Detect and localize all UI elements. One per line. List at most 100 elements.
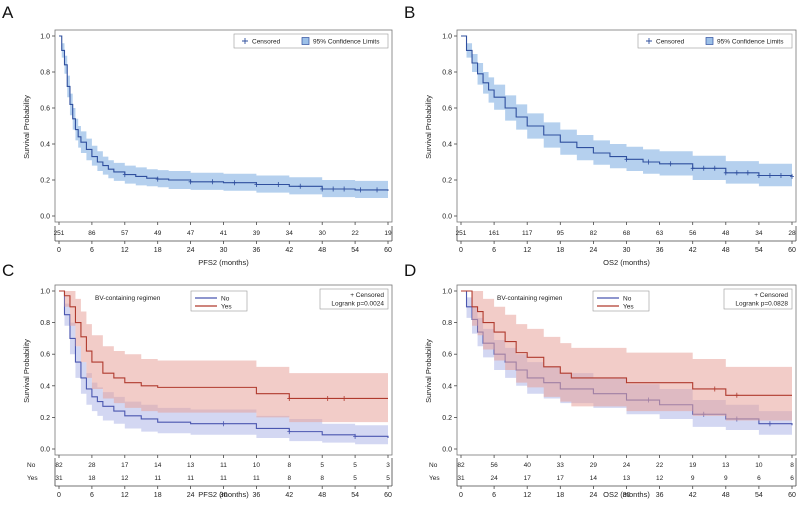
risk-count: 63 — [656, 230, 664, 237]
risk-count: 41 — [220, 230, 228, 237]
panel-letter: B — [404, 3, 415, 22]
y-tick-label: 0.0 — [442, 447, 452, 454]
x-tick-label: 24 — [187, 492, 195, 499]
x-tick-label: 30 — [623, 247, 631, 254]
censor-mark — [232, 180, 237, 186]
y-tick-label: 0.4 — [442, 383, 452, 390]
x-tick-label: 36 — [656, 247, 664, 254]
x-tick-label: 54 — [755, 492, 763, 499]
legend-label: 95% Confidence Limits — [313, 39, 380, 46]
risk-count: 56 — [490, 462, 498, 469]
logrank-box — [319, 288, 389, 310]
censor-mark — [646, 159, 651, 165]
risk-count: 13 — [722, 462, 730, 469]
risk-count: 22 — [351, 230, 359, 237]
x-tick-label: 0 — [459, 247, 463, 254]
risk-count: 8 — [790, 462, 794, 469]
censor-mark — [342, 186, 347, 192]
x-tick-label: 18 — [154, 492, 162, 499]
censored-note: + Censored — [754, 292, 788, 299]
risk-row-label: No — [429, 462, 438, 469]
x-tick-label: 42 — [689, 492, 697, 499]
risk-count: 82 — [590, 230, 598, 237]
x-tick-label: 12 — [523, 492, 531, 499]
risk-count: 11 — [154, 475, 161, 482]
risk-count: 5 — [386, 475, 390, 482]
y-axis-title: Survival Probability — [424, 95, 433, 159]
risk-count: 28 — [788, 230, 796, 237]
y-tick-label: 0.6 — [442, 352, 452, 359]
x-tick-label: 0 — [57, 247, 61, 254]
y-tick-label: 0.8 — [442, 320, 452, 327]
y-tick-label: 0.2 — [442, 415, 452, 422]
legend-label: Yes — [623, 304, 634, 311]
y-tick-label: 0.2 — [40, 178, 50, 185]
legend-title: BV-containing regimen — [95, 295, 161, 302]
y-tick-label: 0.0 — [442, 214, 452, 221]
censor-mark — [668, 161, 673, 167]
y-tick-label: 1.0 — [40, 34, 50, 41]
y-tick-label: 0.8 — [40, 320, 50, 327]
risk-row-label: No — [27, 462, 36, 469]
y-tick-label: 0.4 — [40, 142, 50, 149]
y-axis-title: Survival Probability — [424, 339, 433, 403]
x-tick-label: 24 — [590, 492, 598, 499]
legend-label: Yes — [221, 304, 232, 311]
x-tick-label: 48 — [318, 492, 326, 499]
risk-count: 95 — [557, 230, 565, 237]
censor-mark — [790, 173, 794, 179]
censor-mark — [723, 170, 728, 176]
risk-count: 9 — [691, 475, 695, 482]
censor-mark — [624, 156, 629, 162]
censor-mark — [287, 429, 292, 435]
legend-title: BV-containing regimen — [497, 295, 563, 302]
y-tick-label: 0.2 — [442, 178, 452, 185]
plot-frame — [456, 29, 797, 223]
censor-mark — [734, 392, 739, 398]
risk-count: 68 — [623, 230, 631, 237]
risk-count: 19 — [689, 462, 697, 469]
x-tick-label: 54 — [351, 247, 359, 254]
panel-C: C 0.0 0.2 0.4 0.6 0.8 1.0 BV-containing regimen… — [2, 261, 393, 499]
x-tick-label: 60 — [788, 492, 796, 499]
legend-box — [190, 290, 248, 312]
y-tick-label: 0.6 — [442, 106, 452, 113]
risk-count: 13 — [623, 475, 631, 482]
risk-count: 14 — [590, 475, 598, 482]
risk-count: 161 — [489, 230, 500, 237]
panel-letter: C — [2, 261, 14, 280]
legend-box — [637, 33, 793, 49]
censor-mark — [210, 179, 215, 185]
risk-count: 22 — [656, 462, 664, 469]
x-tick-label: 6 — [90, 492, 94, 499]
y-tick-label: 0.2 — [40, 415, 50, 422]
risk-count: 17 — [524, 475, 532, 482]
censor-mark — [767, 173, 772, 178]
y-tick-label: 0.6 — [40, 352, 50, 359]
risk-count: 34 — [755, 230, 763, 237]
panel-A: A 0.0 0.2 0.4 0.6 0.8 1.0 Censored 95% Confidenc… — [2, 3, 393, 267]
risk-count: 6 — [790, 475, 794, 482]
y-tick-label: 0.0 — [40, 214, 50, 221]
risk-count: 57 — [121, 230, 129, 237]
survival-curve-Yes — [59, 290, 388, 399]
censor-mark — [358, 187, 363, 193]
risk-count: 31 — [55, 475, 63, 482]
risk-count: 86 — [88, 230, 96, 237]
y-tick-label: 0.4 — [40, 383, 50, 390]
risk-count: 34 — [286, 230, 294, 237]
y-tick-label: 0.8 — [40, 70, 50, 77]
risk-count: 11 — [253, 475, 260, 482]
x-tick-label: 18 — [556, 247, 564, 254]
x-tick-label: 42 — [285, 247, 293, 254]
x-tick-label: 48 — [722, 247, 730, 254]
panel-D: D 0.0 0.2 0.4 0.6 0.8 1.0 BV-containing regimen… — [404, 261, 797, 499]
censor-mark — [276, 182, 281, 187]
ci-band-all — [59, 36, 388, 198]
x-axis-title: PFS2 (months) — [198, 258, 249, 267]
x-tick-label: 36 — [253, 492, 261, 499]
legend-label: No — [623, 296, 632, 303]
x-tick-label: 24 — [590, 247, 598, 254]
x-tick-label: 30 — [220, 247, 228, 254]
y-tick-label: 1.0 — [40, 289, 50, 296]
